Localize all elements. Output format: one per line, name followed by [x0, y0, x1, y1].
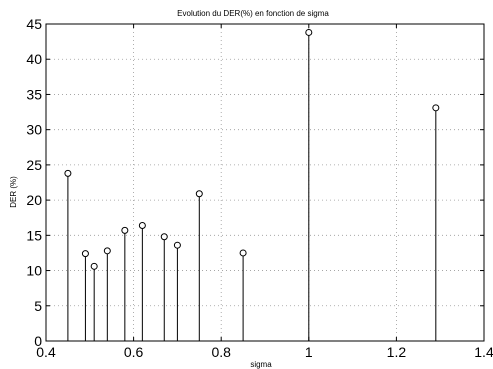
x-tick-label: 0.8 [211, 344, 231, 360]
stem-series [64, 28, 440, 341]
plot-frame [45, 23, 485, 342]
y-axis-label: DER (%) [9, 176, 18, 208]
data-point-marker [160, 233, 168, 241]
x-tick-label: 1.2 [387, 344, 407, 360]
chart-title: Evolution du DER(%) en fonction de sigma [177, 9, 329, 18]
x-tick-label: 0.6 [124, 344, 144, 360]
data-point-marker [90, 262, 98, 270]
data-point-marker [64, 169, 72, 177]
y-tick-labels: 0 5 10 15 20 25 30 35 40 45 [26, 16, 484, 349]
grid-lines [46, 24, 484, 341]
y-tick-label: 10 [26, 263, 42, 279]
data-point-marker [81, 250, 89, 258]
data-point-marker [195, 190, 203, 198]
y-tick-label: 30 [26, 122, 42, 138]
y-tick-label: 40 [26, 51, 42, 67]
data-point-marker [239, 249, 247, 257]
y-tick-label: 0 [34, 333, 42, 349]
data-point-marker [432, 104, 440, 112]
x-tick-labels: 0.4 0.6 0.8 1 1.2 1.4 [36, 24, 493, 360]
x-tick-label: 1.4 [474, 344, 493, 360]
data-point-marker [305, 28, 313, 36]
y-tick-label: 45 [26, 16, 42, 32]
x-axis-label: sigma [250, 360, 272, 369]
data-point-marker [121, 226, 129, 234]
x-tick-label: 0.4 [36, 344, 56, 360]
data-point-marker [103, 247, 111, 255]
data-point-marker [173, 241, 181, 249]
y-tick-label: 25 [26, 157, 42, 173]
y-tick-label: 35 [26, 86, 42, 102]
y-tick-label: 5 [34, 298, 42, 314]
y-tick-label: 15 [26, 227, 42, 243]
x-tick-label: 1 [305, 344, 313, 360]
data-point-marker [138, 221, 146, 229]
y-tick-label: 20 [26, 192, 42, 208]
